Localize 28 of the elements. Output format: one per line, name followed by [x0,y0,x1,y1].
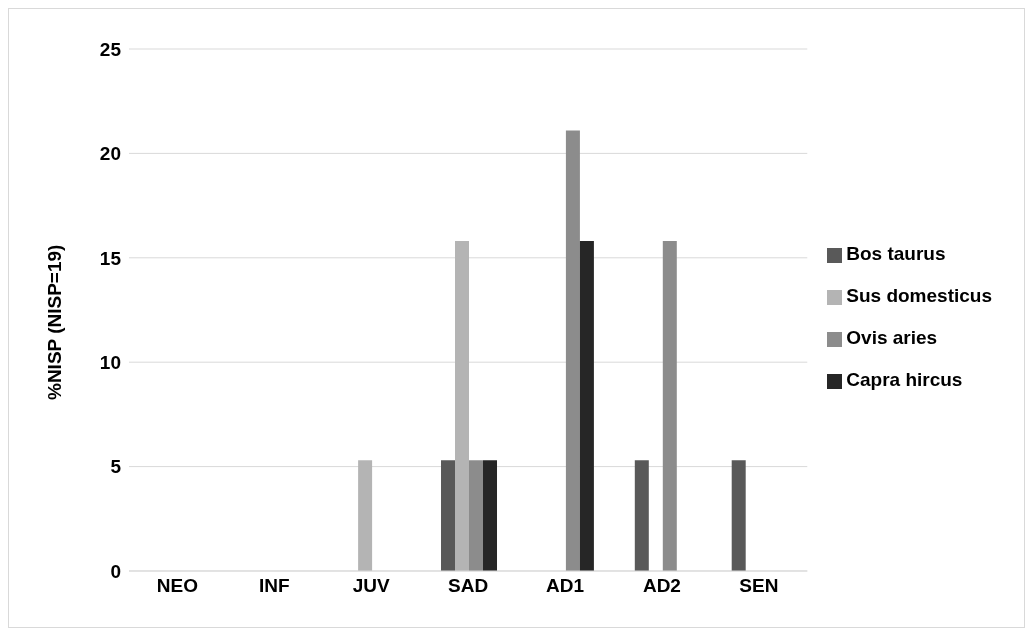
x-tick-label: SAD [448,575,489,597]
y-tick-label: 0 [110,560,121,582]
legend-label: Capra hircus [846,369,963,390]
x-tick-label: JUV [352,575,391,597]
bar [731,460,746,571]
legend-label: Sus domesticus [846,285,992,306]
bar [358,460,373,571]
y-tick-label: 15 [99,247,122,269]
x-tick-label: INF [259,575,290,597]
bar [579,241,594,571]
bar [483,460,498,571]
bar [565,130,580,571]
x-tick-label: NEO [156,575,199,597]
y-tick-label: 25 [99,38,122,60]
y-axis-title: %NISP (NISP=19) [43,244,65,400]
x-tick-label: SEN [739,575,779,597]
y-tick-label: 5 [110,456,122,478]
y-tick-label: 10 [99,351,121,373]
x-tick-label: AD1 [546,575,585,597]
bar [455,241,470,571]
bar [662,241,677,571]
legend-label: Ovis aries [846,327,938,348]
x-tick-label: AD2 [642,575,681,597]
y-tick-label: 20 [99,143,121,165]
bar [634,460,649,571]
bar [441,460,456,571]
legend-label: Bos taurus [846,243,946,264]
bar [469,460,484,571]
